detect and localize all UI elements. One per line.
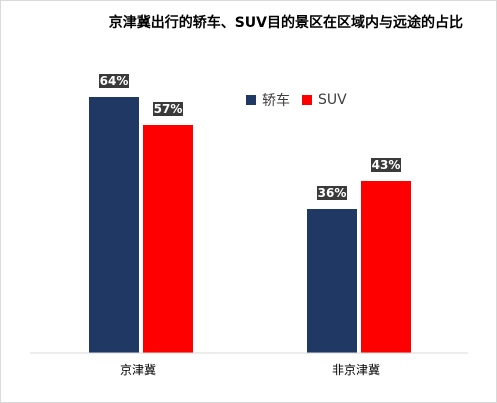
- chart-title: 京津冀出行的轿车、SUV目的景区在区域内与远途的占比: [108, 15, 463, 31]
- data-label-bg: [317, 186, 347, 200]
- bar-suv-0: [143, 125, 193, 353]
- legend-label-sedan: 轿车: [262, 93, 290, 109]
- data-label: 36%: [318, 186, 347, 200]
- legend-swatch-suv: [302, 95, 312, 105]
- legend-label-suv: SUV: [318, 92, 347, 108]
- bar-sedan-0: [89, 97, 139, 353]
- data-label: 43%: [372, 158, 401, 172]
- bar-suv-1: [361, 181, 411, 353]
- legend-swatch-sedan: [246, 95, 256, 105]
- legend: 轿车 SUV: [246, 90, 359, 110]
- data-label-bg: [99, 74, 129, 88]
- category-label: 京津冀: [120, 363, 156, 377]
- data-label: 57%: [154, 102, 183, 116]
- legend-item-sedan: 轿车: [246, 90, 290, 110]
- legend-item-suv: SUV: [302, 92, 347, 108]
- data-label-bg: [153, 102, 183, 116]
- bar-sedan-1: [307, 209, 357, 353]
- category-label: 非京津冀: [332, 363, 380, 377]
- data-label: 64%: [100, 74, 129, 88]
- data-label-bg: [371, 158, 401, 172]
